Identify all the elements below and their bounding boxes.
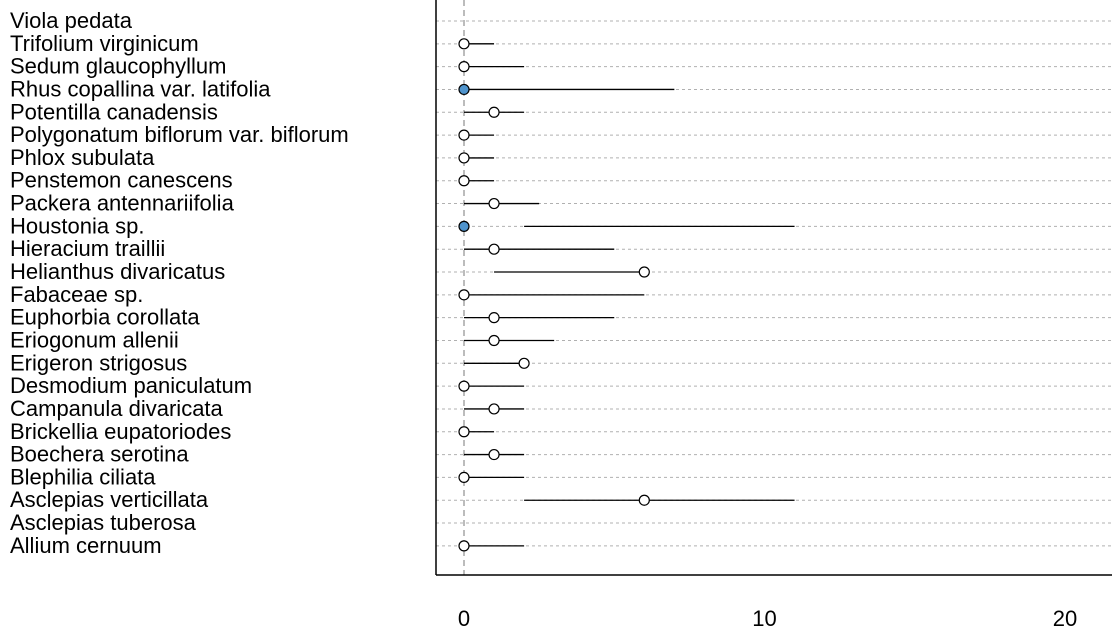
data-point (458, 471, 470, 483)
data-point (488, 197, 500, 210)
species-label: Eriogonum allenii (10, 327, 179, 352)
data-point (458, 175, 470, 187)
species-label: Blephilia ciliata (10, 464, 156, 489)
species-label: Erigeron strigosus (10, 350, 187, 375)
data-point (458, 220, 470, 232)
data-point (458, 540, 470, 552)
data-point (488, 243, 500, 255)
data-point (458, 83, 470, 96)
species-label: Boechera serotina (10, 442, 189, 467)
species-label: Hieracium traillii (10, 236, 165, 261)
species-label: Helianthus divaricatus (10, 259, 225, 284)
x-tick-layer: 010203040 (458, 606, 1077, 631)
species-label: Houstonia sp. (10, 213, 145, 238)
species-label: Phlox subulata (10, 145, 155, 170)
data-point (458, 380, 470, 392)
data-point (518, 357, 530, 369)
species-label: Viola pedata (10, 8, 133, 33)
x-tick-label: 20 (1053, 606, 1077, 631)
species-label: Polygonatum biflorum var. biflorum (10, 122, 349, 147)
data-point (638, 266, 650, 278)
species-label: Packera antennariifolia (10, 191, 235, 216)
data-point (458, 289, 470, 301)
species-label: Sedum glaucophyllum (10, 54, 226, 79)
data-point (458, 129, 470, 141)
data-point (488, 312, 500, 324)
plot-frame (435, 0, 1112, 576)
data-point (458, 426, 470, 438)
data-point (488, 403, 500, 415)
species-label: Campanula divaricata (10, 396, 224, 421)
data-point (488, 448, 500, 461)
data-point (458, 152, 470, 164)
species-label: Fabaceae sp. (10, 282, 143, 307)
data-point (458, 61, 470, 73)
species-label: Asclepias tuberosa (10, 510, 197, 535)
species-label: Potentilla canadensis (10, 99, 218, 124)
data-point (458, 38, 470, 50)
data-point (488, 334, 500, 347)
data-point (638, 494, 650, 506)
x-tick-label: 0 (458, 606, 470, 631)
x-tick-label: 10 (752, 606, 776, 631)
point-layer (458, 38, 650, 552)
species-label: Trifolium virginicum (10, 31, 199, 56)
species-label: Allium cernuum (10, 533, 162, 558)
species-label: Penstemon canescens (10, 168, 233, 193)
species-label: Rhus copallina var. latifolia (10, 76, 271, 101)
species-label: Asclepias verticillata (10, 487, 209, 512)
species-label: Brickellia eupatoriodes (10, 419, 231, 444)
species-label: Euphorbia corollata (10, 305, 200, 330)
data-point (488, 106, 500, 118)
species-label: Desmodium paniculatum (10, 373, 252, 398)
grid-layer (436, 20, 1112, 547)
